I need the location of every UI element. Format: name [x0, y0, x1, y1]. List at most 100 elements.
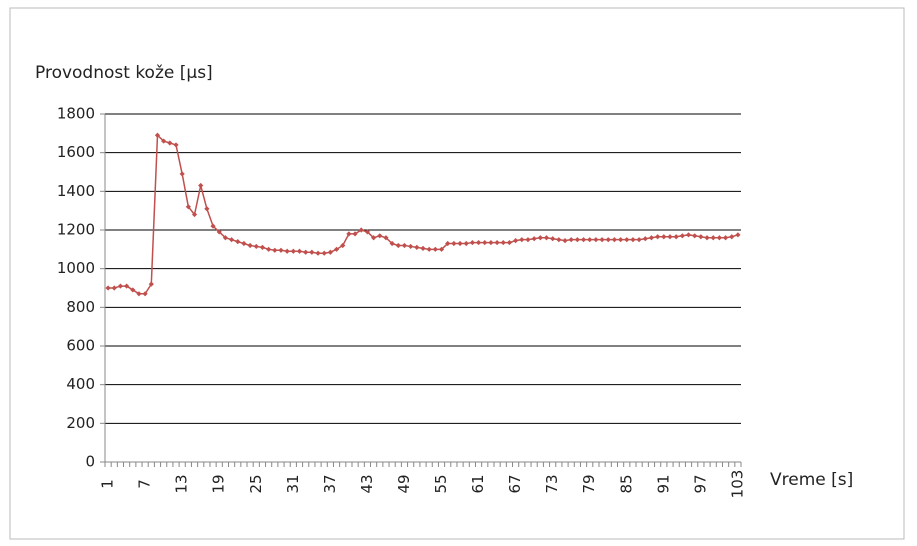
data-point: [167, 140, 173, 146]
x-tick-label: 55: [432, 474, 450, 493]
data-point: [482, 239, 488, 246]
data-point: [420, 245, 426, 251]
y-tick-label: 1800: [57, 105, 95, 123]
data-point: [241, 240, 247, 247]
data-point: [161, 138, 167, 144]
data-point: [340, 242, 346, 249]
x-tick-label: 7: [136, 479, 154, 489]
data-point: [198, 182, 204, 189]
data-point: [185, 204, 191, 210]
data-point: [414, 244, 420, 250]
y-tick-label: 1000: [57, 259, 95, 277]
data-point: [179, 171, 185, 177]
data-point: [408, 243, 414, 250]
data-point: [333, 246, 340, 252]
data-point: [247, 242, 253, 249]
data-point: [389, 240, 395, 247]
y-tick-label: 400: [66, 375, 95, 393]
data-point: [543, 235, 550, 241]
data-point: [130, 287, 136, 293]
data-point: [222, 235, 229, 241]
data-point: [611, 237, 618, 243]
data-point: [371, 235, 377, 241]
data-point: [228, 237, 235, 243]
data-point: [117, 283, 124, 289]
data-point: [475, 239, 482, 246]
x-tick-label: 49: [395, 474, 413, 493]
data-point: [303, 249, 309, 255]
data-point: [488, 239, 494, 246]
data-point: [142, 291, 148, 297]
data-point: [692, 233, 698, 239]
data-point: [204, 206, 210, 212]
data-point: [259, 244, 266, 250]
data-point: [315, 250, 321, 256]
data-point: [469, 239, 475, 246]
data-point: [432, 246, 438, 252]
data-point: [463, 240, 469, 247]
x-tick-label: 1: [99, 479, 117, 489]
x-tick-label: 85: [617, 474, 635, 493]
y-axis-label: Provodnost kože [µs]: [35, 63, 213, 83]
data-point: [124, 283, 130, 289]
data-point: [636, 237, 642, 243]
data-point: [506, 239, 513, 246]
data-point: [593, 237, 599, 243]
data-point: [673, 234, 679, 240]
data-point: [519, 237, 525, 243]
data-point: [704, 235, 710, 241]
data-point: [451, 240, 457, 247]
data-point: [352, 231, 358, 237]
data-point: [525, 237, 531, 243]
data-point: [266, 246, 272, 252]
data-point: [599, 237, 605, 243]
data-point: [377, 233, 383, 239]
data-point: [630, 237, 636, 243]
data-point: [667, 234, 673, 240]
x-tick-label: 31: [284, 474, 302, 493]
y-tick-label: 0: [85, 453, 95, 471]
data-point: [648, 235, 655, 241]
data-point: [154, 132, 161, 138]
y-tick-label: 800: [66, 298, 95, 316]
data-point: [401, 242, 408, 249]
data-point: [111, 285, 117, 291]
data-point: [290, 248, 296, 254]
data-point: [216, 229, 222, 235]
data-point: [710, 235, 716, 241]
data-point: [550, 236, 556, 242]
data-point: [500, 239, 506, 246]
data-point: [661, 234, 667, 240]
data-point: [272, 247, 278, 253]
data-point: [556, 237, 562, 243]
data-point: [685, 232, 692, 238]
y-tick-label: 600: [66, 337, 95, 355]
x-tick-label: 91: [654, 474, 672, 493]
data-point: [642, 236, 648, 242]
data-point: [624, 237, 630, 243]
data-point: [605, 237, 611, 243]
data-point: [568, 237, 574, 243]
data-point: [383, 235, 389, 241]
data-point: [296, 248, 303, 254]
y-tick-label: 1600: [57, 143, 95, 161]
y-tick-label: 200: [66, 414, 95, 432]
data-point: [716, 235, 722, 241]
data-point: [253, 243, 259, 250]
data-point: [309, 249, 315, 255]
data-point: [729, 234, 735, 240]
data-point: [513, 238, 519, 244]
data-point: [617, 237, 624, 243]
data-point: [395, 242, 401, 249]
data-point: [346, 231, 352, 237]
data-point: [735, 232, 741, 238]
data-point: [358, 227, 364, 233]
data-point: [574, 237, 580, 243]
data-point: [494, 239, 500, 246]
data-point: [364, 229, 371, 235]
data-point: [321, 250, 327, 256]
x-tick-label: 13: [173, 474, 191, 493]
data-point: [278, 247, 284, 253]
data-point: [438, 246, 445, 252]
